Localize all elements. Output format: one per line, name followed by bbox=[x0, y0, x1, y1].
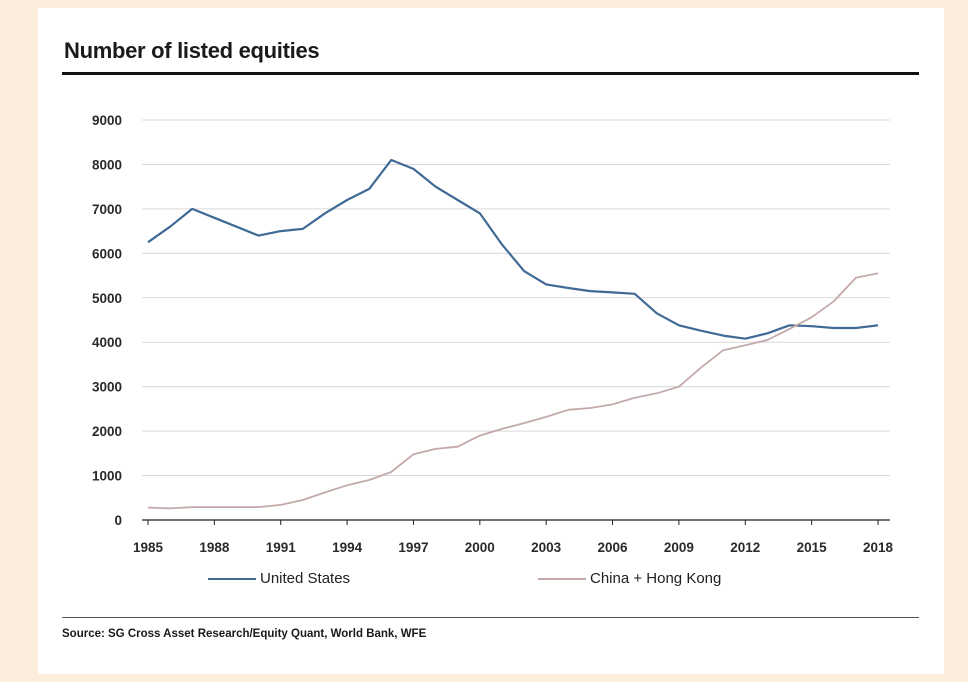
legend-label-united-states: United States bbox=[260, 570, 351, 587]
x-tick-label-1994: 1994 bbox=[332, 540, 363, 555]
legend-item-china-hong-kong: China + Hong Kong bbox=[538, 570, 721, 587]
x-tick-label-1991: 1991 bbox=[266, 540, 297, 555]
y-tick-label-9000: 9000 bbox=[92, 113, 122, 128]
y-tick-label-0: 0 bbox=[114, 513, 122, 528]
series-line-china-hong-kong bbox=[147, 272, 879, 510]
x-tick-label-1997: 1997 bbox=[398, 540, 428, 555]
legend-item-united-states: United States bbox=[208, 570, 350, 587]
x-tick-label-2006: 2006 bbox=[598, 540, 629, 555]
x-tick-label-2003: 2003 bbox=[531, 540, 562, 555]
x-tick-label-1985: 1985 bbox=[133, 540, 164, 555]
x-tick-label-2009: 2009 bbox=[664, 540, 694, 555]
source-note: Source: SG Cross Asset Research/Equity Q… bbox=[62, 628, 427, 640]
legend-label-china-hong-kong: China + Hong Kong bbox=[590, 570, 722, 587]
y-tick-label-7000: 7000 bbox=[92, 202, 122, 217]
footer-divider bbox=[62, 617, 919, 618]
y-tick-label-1000: 1000 bbox=[92, 469, 122, 484]
series-line-united-states bbox=[147, 158, 879, 340]
y-tick-label-2000: 2000 bbox=[92, 424, 122, 439]
x-tick-label-1988: 1988 bbox=[199, 540, 230, 555]
y-tick-label-8000: 8000 bbox=[92, 157, 122, 172]
title-underline bbox=[62, 72, 919, 75]
legend-swatch-china-hong-kong bbox=[538, 577, 586, 580]
y-tick-label-3000: 3000 bbox=[92, 380, 122, 395]
legend-swatch-united-states bbox=[208, 577, 256, 580]
x-tick-label-2012: 2012 bbox=[730, 540, 760, 555]
chart-title: Number of listed equities bbox=[64, 38, 320, 63]
x-tick-label-2000: 2000 bbox=[465, 540, 495, 555]
x-tick-label-2015: 2015 bbox=[797, 540, 828, 555]
chart-card: Number of listed equities United States … bbox=[38, 8, 944, 674]
y-tick-label-6000: 6000 bbox=[92, 246, 122, 261]
x-tick-label-2018: 2018 bbox=[863, 540, 894, 555]
y-tick-label-5000: 5000 bbox=[92, 291, 122, 306]
y-tick-label-4000: 4000 bbox=[92, 335, 122, 350]
